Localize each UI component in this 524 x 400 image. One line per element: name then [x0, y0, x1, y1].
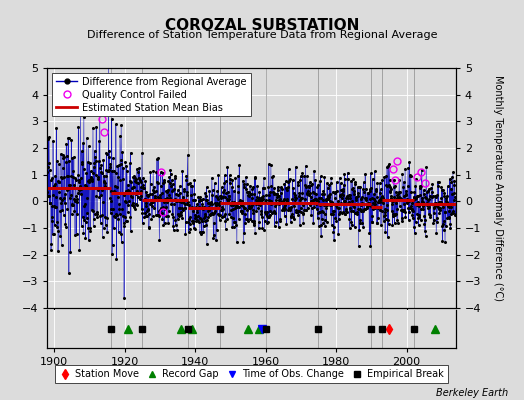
Legend: Station Move, Record Gap, Time of Obs. Change, Empirical Break: Station Move, Record Gap, Time of Obs. C…	[55, 365, 448, 383]
Text: Difference of Station Temperature Data from Regional Average: Difference of Station Temperature Data f…	[87, 30, 437, 40]
Y-axis label: Monthly Temperature Anomaly Difference (°C): Monthly Temperature Anomaly Difference (…	[493, 75, 503, 301]
Text: Berkeley Earth: Berkeley Earth	[436, 388, 508, 398]
Legend: Difference from Regional Average, Quality Control Failed, Estimated Station Mean: Difference from Regional Average, Qualit…	[52, 73, 250, 116]
Text: COROZAL SUBSTATION: COROZAL SUBSTATION	[165, 18, 359, 33]
